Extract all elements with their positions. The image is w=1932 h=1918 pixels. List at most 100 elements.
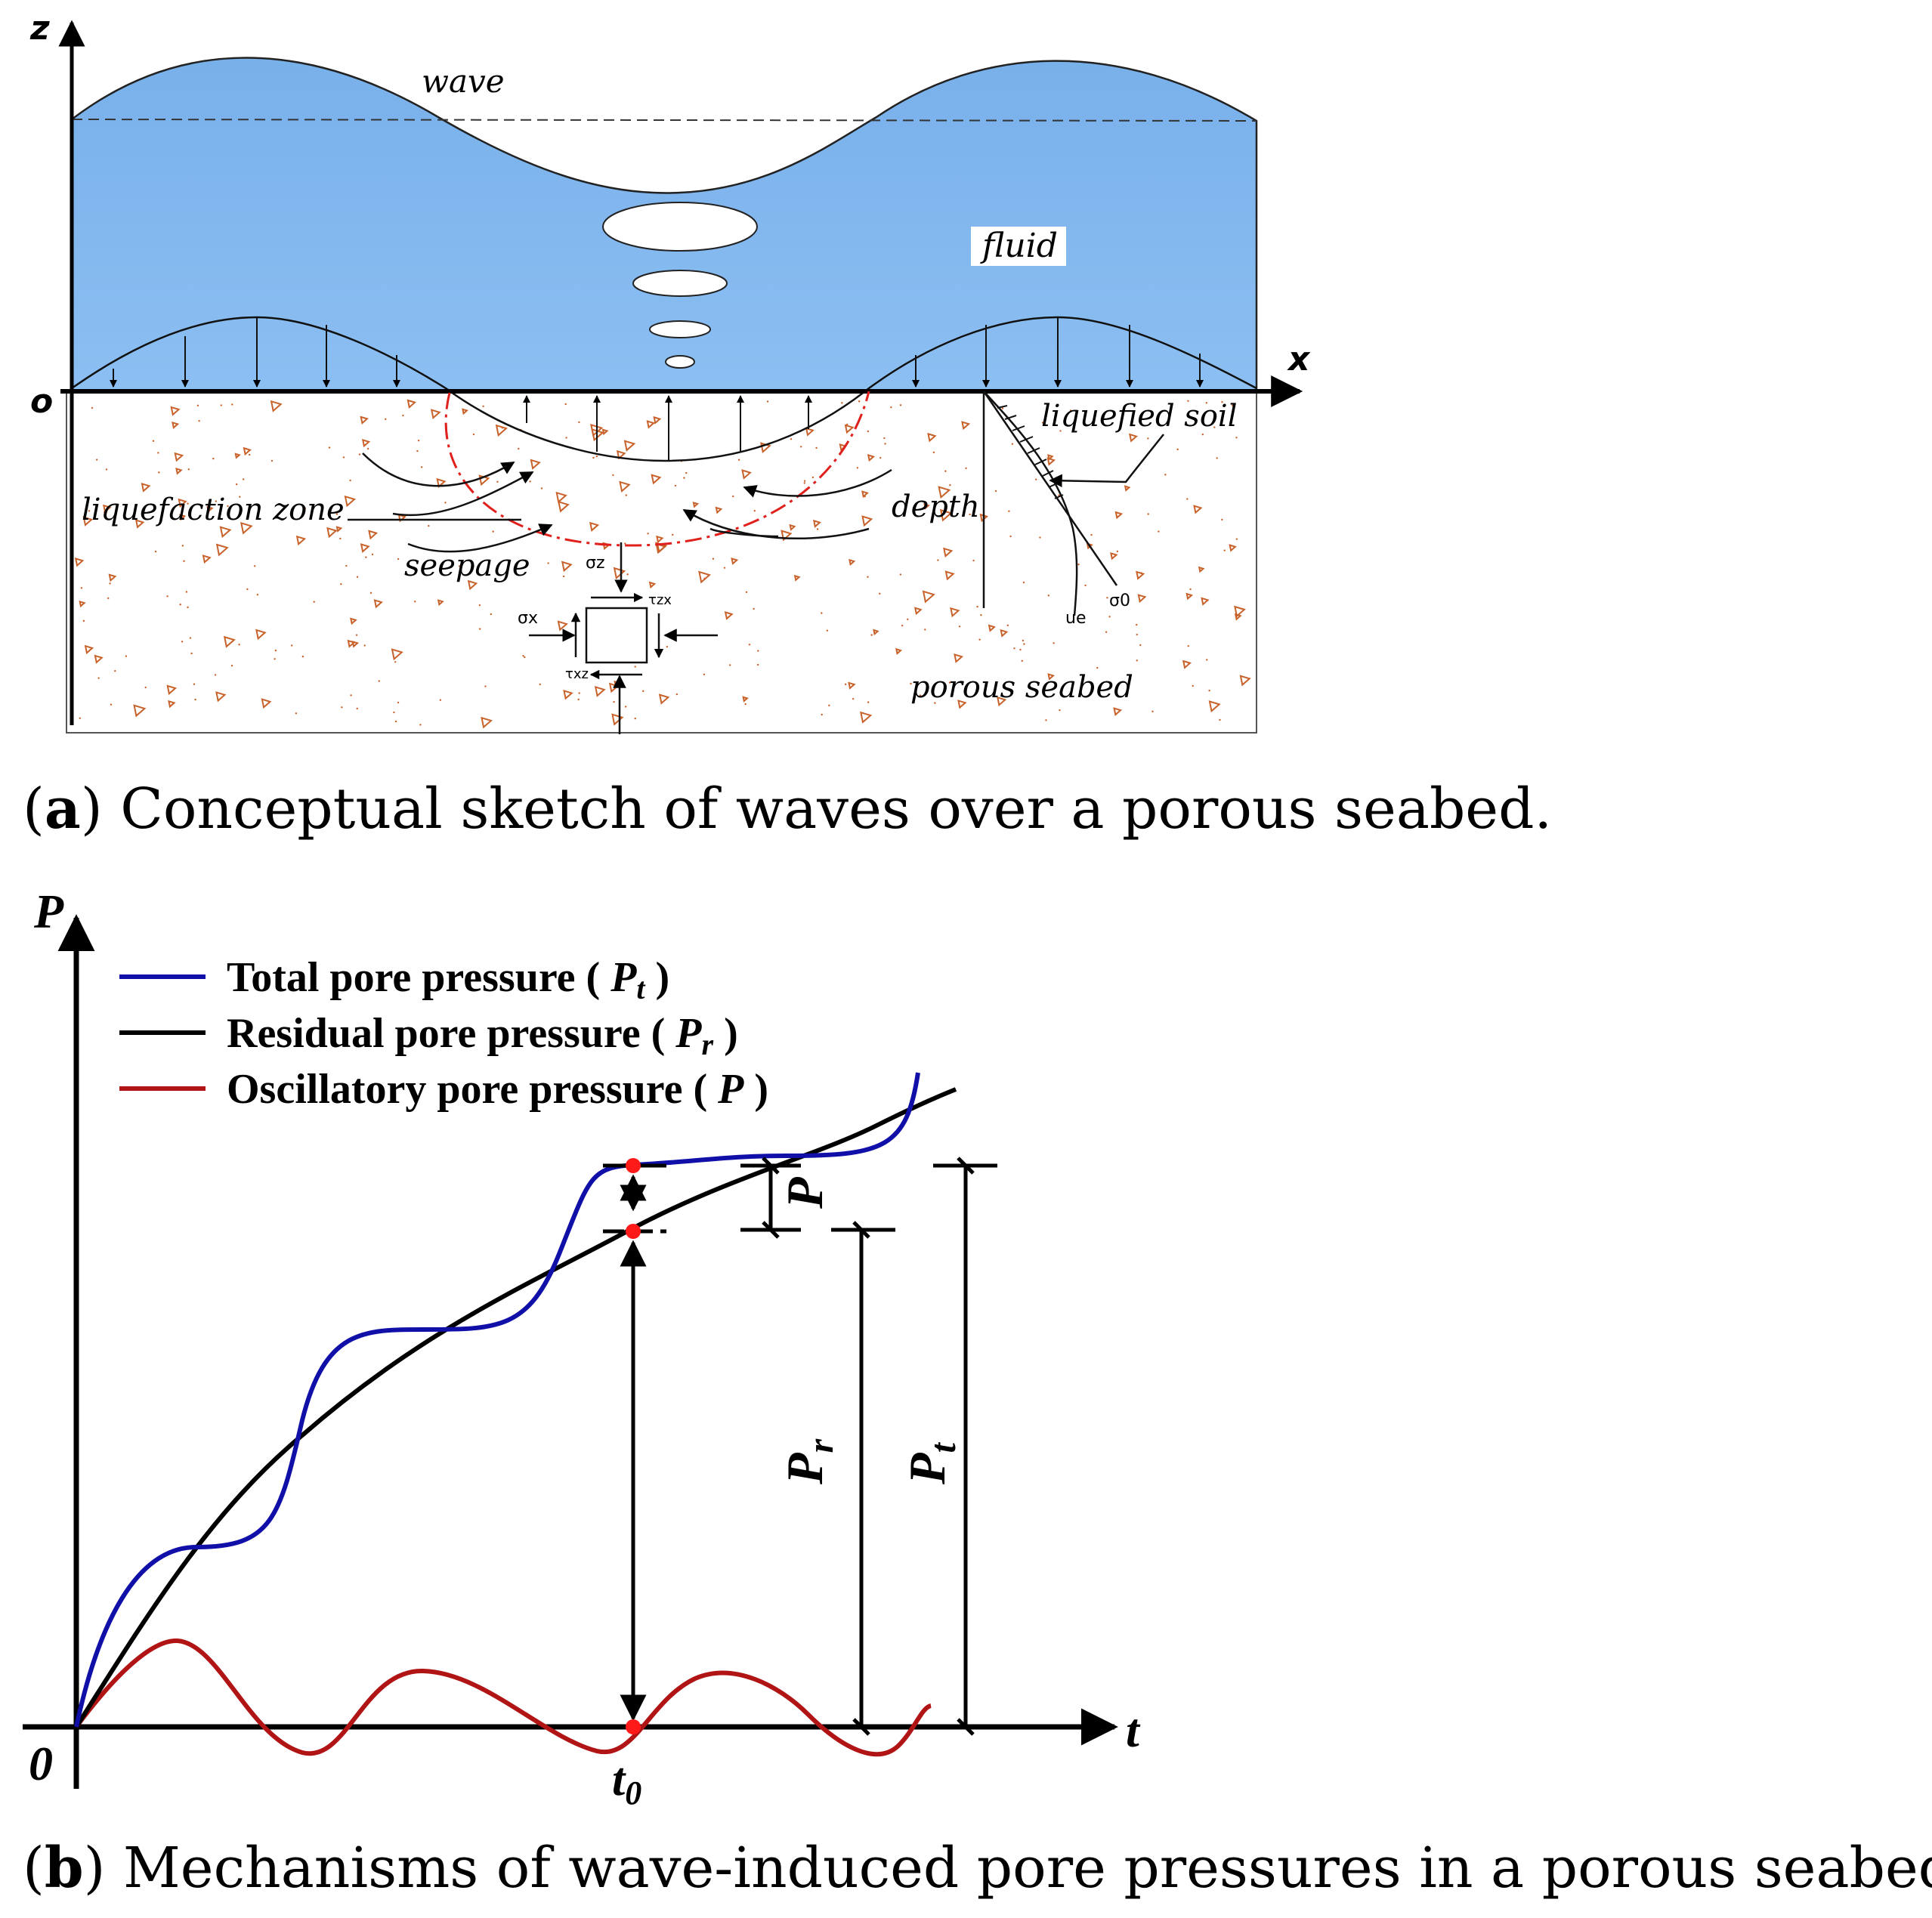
sediment-dot	[304, 507, 307, 509]
sediment-dot	[1158, 530, 1160, 533]
sediment-dot	[577, 698, 580, 701]
x-axis-label: x	[1287, 340, 1311, 378]
sediment-dot	[924, 629, 926, 631]
sediment-dot	[766, 400, 769, 403]
sediment-dot	[723, 567, 726, 569]
sediment-dot	[578, 421, 580, 424]
sediment-dot	[482, 405, 484, 408]
sediment-dot	[369, 591, 372, 595]
sediment-grain	[335, 526, 343, 533]
origin-label: 0	[29, 1737, 53, 1790]
sediment-dot	[899, 404, 902, 406]
sediment-grain	[944, 570, 955, 581]
sediment-dot	[907, 618, 909, 620]
sediment-dot	[919, 694, 922, 696]
sediment-dot	[683, 477, 685, 479]
sediment-grain	[437, 599, 444, 607]
sediment-grain	[611, 713, 624, 726]
sediment-dot	[529, 480, 531, 483]
sediment-dot	[1045, 719, 1047, 721]
sediment-dot	[910, 682, 912, 685]
sediment-grain	[656, 543, 667, 554]
sediment-dot	[181, 545, 184, 547]
sediment-dot	[1059, 430, 1062, 432]
sediment-dot	[420, 466, 423, 468]
sediment-dot	[97, 677, 100, 679]
sediment-dot	[350, 694, 352, 696]
sediment-grain	[133, 704, 147, 718]
sediment-grain	[467, 579, 478, 591]
sediment-dot	[349, 479, 351, 482]
sediment-dot	[291, 644, 293, 647]
sediment-dot	[1176, 448, 1179, 451]
seepage-arrows	[362, 452, 892, 553]
sediment-dot	[1116, 550, 1119, 553]
sediment-grain	[255, 629, 267, 641]
liquefied-soil-leader	[1049, 434, 1164, 488]
sediment-dot	[378, 680, 380, 682]
sediment-dot	[478, 628, 481, 630]
sediment-dot	[248, 453, 251, 456]
sediment-grain	[957, 700, 967, 709]
sediment-dot	[220, 404, 222, 406]
sediment-grain	[812, 519, 821, 528]
sediment-dot	[340, 582, 342, 585]
sediment-dot	[1019, 648, 1022, 651]
sediment-dot	[339, 537, 342, 540]
sediment-grain	[623, 440, 636, 452]
sediment-grain	[873, 629, 879, 636]
sediment-grain	[1229, 544, 1237, 552]
sediment-dot	[355, 634, 358, 636]
sediment-grain	[234, 452, 241, 459]
sediment-dot	[187, 468, 190, 471]
sediment-dot	[1011, 443, 1014, 445]
sediment-dot	[152, 440, 155, 442]
t0-label: t0	[612, 1754, 641, 1811]
t-axis-label: t	[1126, 1703, 1141, 1757]
sediment-dot	[879, 592, 881, 595]
sediment-grain	[1047, 673, 1055, 681]
sediment-dot	[246, 588, 249, 591]
sediment-dot	[1084, 584, 1087, 587]
sediment-grain	[601, 428, 609, 436]
sediment-dot	[978, 638, 981, 641]
sediment-dot	[625, 494, 627, 496]
sediment-dot	[419, 724, 422, 726]
sediment-dot	[214, 674, 217, 676]
sediment-dot	[478, 604, 481, 607]
sediment-dot	[1216, 457, 1218, 459]
sediment-grain	[557, 620, 568, 632]
sediment-grain	[215, 691, 227, 703]
sediment-grain	[495, 424, 509, 437]
sediment-grain	[1234, 613, 1242, 621]
sediment-grain	[861, 515, 873, 527]
sediment-dot	[703, 673, 706, 675]
sediment-dot	[932, 451, 935, 454]
sediment-grain	[166, 684, 178, 696]
sediment-dot	[181, 641, 184, 643]
sediment-dot	[212, 457, 215, 460]
sediment-dot	[1221, 401, 1223, 403]
sediment-dot	[890, 406, 892, 409]
sediment-grain	[481, 716, 493, 729]
sediment-dot	[194, 698, 196, 701]
sediment-dot	[366, 447, 369, 450]
sediment-grain	[961, 421, 971, 431]
sediment-dot	[1001, 407, 1004, 409]
sediment-grain	[243, 446, 252, 456]
sediment-dot	[492, 530, 494, 533]
sediment-dot	[728, 664, 731, 666]
sediment-grain	[84, 644, 94, 655]
sediment-dot	[948, 681, 951, 684]
porous-seabed-label: porous seabed	[910, 670, 1133, 705]
sediment-grain	[938, 486, 951, 499]
sediment-grain	[141, 482, 151, 493]
sediment-grain	[406, 399, 416, 409]
sediment-grain	[988, 624, 996, 632]
sediment-dot	[185, 591, 188, 593]
sediment-dot	[518, 447, 520, 450]
sediment-grain	[368, 530, 379, 540]
sediment-dot	[385, 418, 387, 421]
sediment-dot	[547, 562, 549, 564]
